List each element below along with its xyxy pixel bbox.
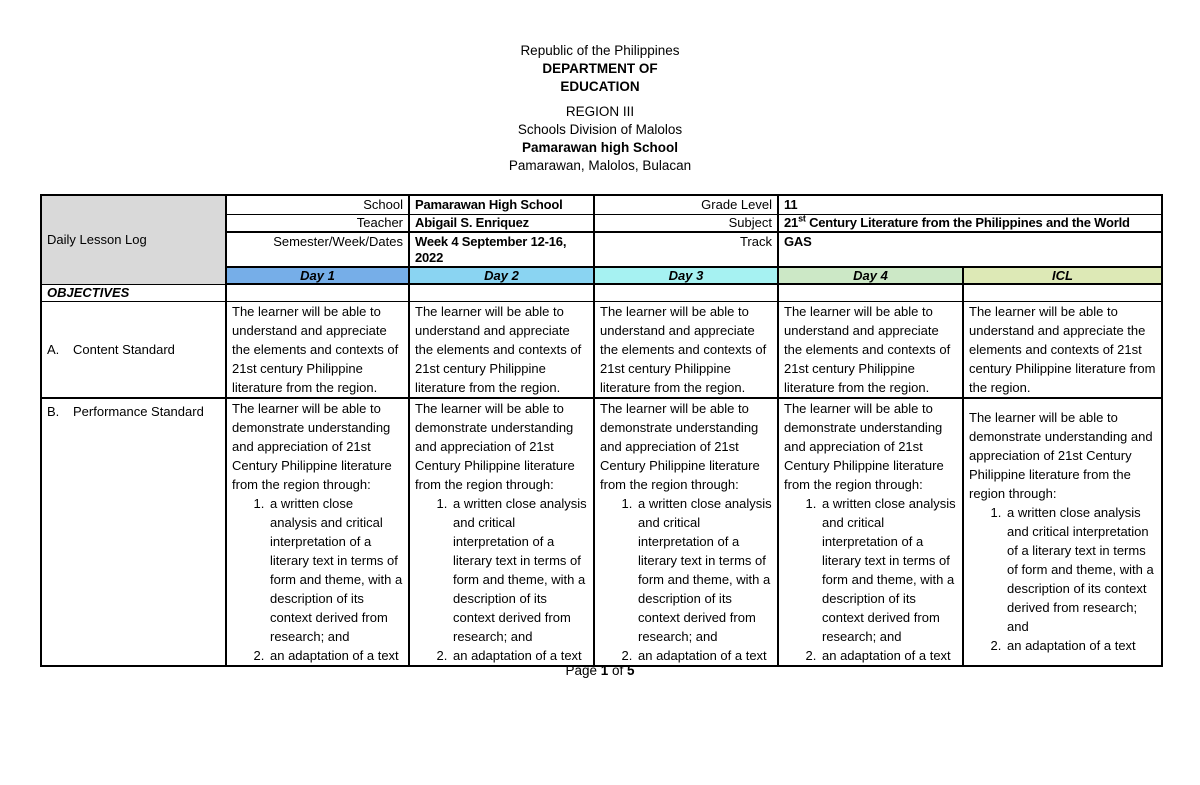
performance-standard-cell-day4: The learner will be able to demonstrate … xyxy=(777,396,964,666)
content-standard-cell-icl: The learner will be able to understand a… xyxy=(962,300,1163,398)
subject-value-superscript: st xyxy=(798,214,806,224)
semester-row: Semester/Week/Dates Week 4 September 12-… xyxy=(41,231,1163,268)
objectives-empty-cell-day1 xyxy=(225,283,410,302)
letterhead-department-line2: EDUCATION xyxy=(560,79,640,94)
day-header-row: Day 1 Day 2 Day 3 Day 4 ICL xyxy=(41,266,1163,285)
performance-standard-marker: B. xyxy=(47,403,60,419)
teacher-value-cell: Abigail S. Enriquez xyxy=(408,213,595,233)
performance-standard-label-cell: B. Performance Standard xyxy=(40,396,227,666)
grade-level-label-cell: Grade Level xyxy=(593,194,779,215)
performance-standard-intro: The learner will be able to demonstrate … xyxy=(784,400,944,492)
grade-level-value-cell: 11 xyxy=(777,194,1163,215)
performance-standard-label: Performance Standard xyxy=(73,403,204,419)
performance-standard-item-2: an adaptation of a text xyxy=(636,646,772,665)
performance-standard-list: a written close analysis and critical in… xyxy=(232,494,403,665)
content-standard-label: Content Standard xyxy=(73,341,175,357)
content-standard-cell-day4: The learner will be able to understand a… xyxy=(777,300,964,398)
letterhead: Republic of the Philippines DEPARTMENT O… xyxy=(0,42,1200,175)
performance-standard-item-1: a written close analysis and critical in… xyxy=(636,494,772,646)
objectives-empty-cell-icl xyxy=(962,283,1163,302)
page-footer-prefix: Page xyxy=(565,663,601,678)
performance-standard-item-1: a written close analysis and critical in… xyxy=(268,494,403,646)
letterhead-school-address: Pamarawan, Malolos, Bulacan xyxy=(508,158,692,173)
semester-label-cell: Semester/Week/Dates xyxy=(225,231,410,268)
letterhead-school-name: Pamarawan high School xyxy=(521,140,679,155)
letterhead-division: Schools Division of Malolos xyxy=(517,122,683,137)
content-standard-cell-day3: The learner will be able to understand a… xyxy=(593,300,779,398)
performance-standard-item-1: a written close analysis and critical in… xyxy=(451,494,588,646)
day-1-header-cell: Day 1 xyxy=(225,266,410,285)
letterhead-department-line1: DEPARTMENT OF xyxy=(542,61,658,76)
objectives-heading-cell: OBJECTIVES xyxy=(40,283,227,302)
performance-standard-intro: The learner will be able to demonstrate … xyxy=(600,400,760,492)
performance-standard-cell-day3: The learner will be able to demonstrate … xyxy=(593,396,779,666)
letterhead-republic: Republic of the Philippines xyxy=(520,43,680,58)
objectives-empty-cell-day3 xyxy=(593,283,779,302)
subject-value-base: 21 xyxy=(784,215,799,231)
performance-standard-item-2: an adaptation of a text xyxy=(1005,636,1156,655)
performance-standard-row: B. Performance Standard The learner will … xyxy=(40,396,1163,666)
daily-lesson-log-table: Daily Lesson Log School Pamarawan High S… xyxy=(40,194,1163,667)
school-label-cell: School xyxy=(225,194,410,215)
semester-value-cell: Week 4 September 12-16, 2022 xyxy=(408,231,595,268)
performance-standard-cell-icl: The learner will be able to demonstrate … xyxy=(962,396,1163,666)
performance-standard-list: a written close analysis and critical in… xyxy=(415,494,588,665)
page-footer-current-page: 1 xyxy=(600,663,609,678)
performance-standard-intro: The learner will be able to demonstrate … xyxy=(232,400,392,492)
day-3-header-cell: Day 3 xyxy=(593,266,779,285)
performance-standard-item-1: a written close analysis and critical in… xyxy=(1005,503,1156,636)
performance-standard-item-2: an adaptation of a text xyxy=(820,646,957,665)
icl-header-cell: ICL xyxy=(962,266,1163,285)
page-footer-total-pages: 5 xyxy=(627,663,635,678)
school-value-cell: Pamarawan High School xyxy=(408,194,595,215)
daily-lesson-log-title-cell: Daily Lesson Log xyxy=(40,194,227,285)
objectives-row: OBJECTIVES xyxy=(40,283,1163,302)
performance-standard-item-1: a written close analysis and critical in… xyxy=(820,494,957,646)
subject-value-rest: Century Literature from the Philippines … xyxy=(805,215,1130,231)
content-standard-cell-day2: The learner will be able to understand a… xyxy=(408,300,595,398)
teacher-label-cell: Teacher xyxy=(225,213,410,233)
page-footer-connector: of xyxy=(608,663,628,678)
page-number-footer: Page 1 of 5 xyxy=(0,663,1200,678)
school-row: Daily Lesson Log School Pamarawan High S… xyxy=(40,194,1163,285)
teacher-row: Teacher Abigail S. Enriquez Subject 21st… xyxy=(41,213,1163,233)
letterhead-region: REGION III xyxy=(565,104,635,119)
content-standard-marker: A. xyxy=(47,341,60,357)
objectives-empty-cell-day4 xyxy=(777,283,964,302)
performance-standard-item-2: an adaptation of a text xyxy=(268,646,403,665)
content-standard-row: A. Content Standard The learner will be a… xyxy=(40,300,1163,398)
objectives-empty-cell-day2 xyxy=(408,283,595,302)
performance-standard-cell-day2: The learner will be able to demonstrate … xyxy=(408,396,595,666)
performance-standard-intro: The learner will be able to demonstrate … xyxy=(415,400,575,492)
track-value-cell: GAS xyxy=(777,231,1163,268)
day-2-header-cell: Day 2 xyxy=(408,266,595,285)
subject-label-cell: Subject xyxy=(593,213,779,233)
performance-standard-intro: The learner will be able to demonstrate … xyxy=(969,410,1153,501)
content-standard-label-cell: A. Content Standard xyxy=(40,300,227,398)
performance-standard-list: a written close analysis and critical in… xyxy=(784,494,957,665)
performance-standard-list: a written close analysis and critical in… xyxy=(600,494,772,665)
performance-standard-item-2: an adaptation of a text xyxy=(451,646,588,665)
performance-standard-cell-day1: The learner will be able to demonstrate … xyxy=(225,396,410,666)
track-label-cell: Track xyxy=(593,231,779,268)
content-standard-cell-day1: The learner will be able to understand a… xyxy=(225,300,410,398)
performance-standard-list: a written close analysis and critical in… xyxy=(969,503,1156,655)
day-4-header-cell: Day 4 xyxy=(777,266,964,285)
subject-value-cell: 21st Century Literature from the Philipp… xyxy=(777,213,1163,233)
